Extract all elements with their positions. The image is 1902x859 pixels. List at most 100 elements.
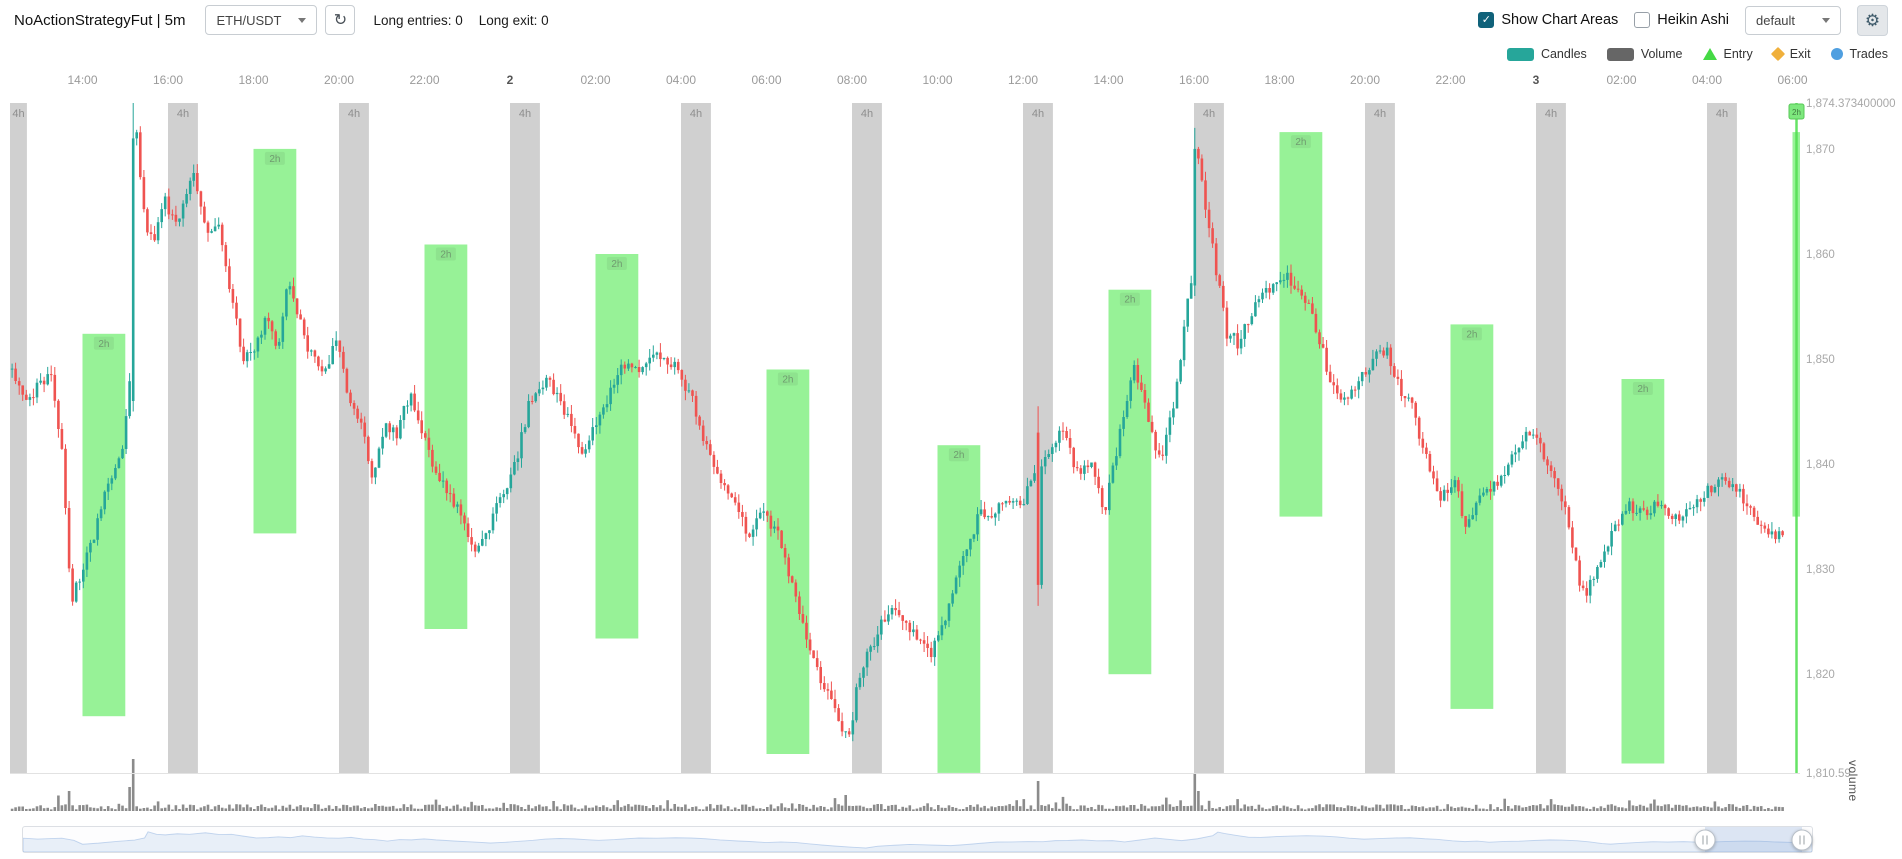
- svg-text:2h: 2h: [1124, 295, 1135, 306]
- svg-text:4h: 4h: [1716, 108, 1728, 120]
- svg-text:1,870: 1,870: [1806, 144, 1835, 156]
- svg-text:2h: 2h: [98, 339, 109, 350]
- volume-axis-label: volume: [1846, 760, 1860, 802]
- svg-text:04:00: 04:00: [666, 73, 696, 87]
- svg-text:2h: 2h: [440, 250, 451, 261]
- show-chart-areas-toggle[interactable]: ✓ Show Chart Areas: [1478, 12, 1618, 28]
- trades-circle-icon: [1830, 48, 1843, 60]
- svg-text:1,840: 1,840: [1806, 459, 1835, 471]
- svg-text:22:00: 22:00: [409, 73, 439, 87]
- svg-text:06:00: 06:00: [1777, 73, 1807, 87]
- svg-text:4h: 4h: [348, 108, 360, 120]
- svg-text:1,830: 1,830: [1806, 564, 1835, 576]
- gear-icon: ⚙: [1864, 10, 1881, 30]
- chart-legend: Candles Volume Entry Exit Trades: [0, 40, 1902, 68]
- svg-text:2h: 2h: [1792, 108, 1801, 117]
- zoom-handle-left[interactable]: [1694, 829, 1716, 850]
- entry-triangle-icon: [1702, 48, 1717, 60]
- svg-text:2h: 2h: [1295, 137, 1306, 148]
- svg-text:2: 2: [507, 73, 514, 87]
- topbar-right-controls: ✓ Show Chart Areas Heikin Ashi default ⚙: [1478, 4, 1892, 36]
- candles-swatch-icon: [1506, 47, 1534, 61]
- pair-select-value: ETH/USDT: [216, 12, 282, 28]
- svg-text:22:00: 22:00: [1435, 73, 1465, 87]
- svg-text:06:00: 06:00: [751, 73, 781, 87]
- svg-text:4h: 4h: [519, 108, 531, 120]
- show-chart-areas-label: Show Chart Areas: [1501, 12, 1619, 28]
- zoom-slider[interactable]: [22, 826, 1813, 853]
- svg-text:16:00: 16:00: [153, 73, 183, 87]
- settings-button[interactable]: ⚙: [1857, 4, 1888, 36]
- svg-text:20:00: 20:00: [1350, 73, 1380, 87]
- exit-diamond-icon: [1770, 46, 1785, 62]
- legend-label-exit: Exit: [1789, 47, 1811, 61]
- strategy-title: NoActionStrategyFut | 5m: [14, 11, 186, 29]
- refresh-icon: ↻: [333, 12, 348, 29]
- chevron-down-icon: [1822, 17, 1830, 23]
- svg-text:08:00: 08:00: [837, 73, 867, 87]
- svg-text:4h: 4h: [1545, 108, 1557, 120]
- show-chart-areas-checkbox[interactable]: ✓: [1478, 12, 1495, 28]
- svg-text:4h: 4h: [1203, 108, 1215, 120]
- trade-stats: Long entries: 0 Long exit: 0: [373, 13, 548, 28]
- legend-item-trades[interactable]: Trades: [1830, 47, 1888, 61]
- check-icon: ✓: [1481, 13, 1491, 26]
- drag-handle-icon: [1702, 835, 1708, 844]
- chevron-down-icon: [298, 17, 307, 23]
- svg-text:20:00: 20:00: [324, 73, 354, 87]
- svg-text:2h: 2h: [611, 259, 622, 270]
- svg-text:4h: 4h: [861, 108, 873, 120]
- svg-text:16:00: 16:00: [1179, 73, 1209, 87]
- refresh-button[interactable]: ↻: [325, 5, 356, 35]
- legend-item-candles[interactable]: Candles: [1506, 47, 1587, 61]
- plot-config-select[interactable]: default: [1745, 5, 1841, 35]
- chart-area[interactable]: 4h 4h 4h 4h 4h 4h 4h 4h 4h 4h 4h 2h 2h 2h 2h 2h 2h 2h 2h 2h…: [0, 68, 1902, 825]
- pair-select[interactable]: ETH/USDT: [205, 5, 318, 35]
- long-exit-stat: Long exit: 0: [478, 12, 549, 28]
- svg-text:1,820: 1,820: [1806, 669, 1835, 681]
- svg-text:3: 3: [1533, 73, 1540, 87]
- long-entries-stat: Long entries: 0: [373, 12, 463, 28]
- svg-text:4h: 4h: [690, 108, 702, 120]
- svg-text:12:00: 12:00: [1008, 73, 1038, 87]
- svg-text:1,874.373400000: 1,874.373400000: [1806, 98, 1896, 110]
- svg-text:1,810.59: 1,810.59: [1806, 768, 1851, 780]
- svg-text:18:00: 18:00: [238, 73, 268, 87]
- heikin-ashi-toggle[interactable]: Heikin Ashi: [1634, 12, 1729, 28]
- svg-text:4h: 4h: [177, 108, 189, 120]
- topbar: NoActionStrategyFut | 5m ETH/USDT ↻ Long…: [0, 0, 1902, 40]
- zoom-window[interactable]: [1705, 827, 1802, 852]
- svg-text:04:00: 04:00: [1692, 73, 1722, 87]
- zoom-handle-right[interactable]: [1791, 829, 1813, 850]
- svg-text:2h: 2h: [782, 375, 793, 386]
- volume-swatch-icon: [1606, 47, 1634, 61]
- svg-text:02:00: 02:00: [580, 73, 610, 87]
- svg-text:4h: 4h: [12, 108, 24, 120]
- svg-text:14:00: 14:00: [67, 73, 97, 87]
- svg-text:02:00: 02:00: [1606, 73, 1636, 87]
- svg-text:4h: 4h: [1374, 108, 1386, 120]
- heikin-ashi-label: Heikin Ashi: [1657, 12, 1729, 28]
- legend-label-volume: Volume: [1640, 47, 1683, 61]
- legend-label-trades: Trades: [1849, 47, 1888, 61]
- plot-config-value: default: [1756, 12, 1796, 28]
- legend-item-exit[interactable]: Exit: [1770, 46, 1811, 62]
- zoom-slider-preview: [23, 831, 1812, 852]
- svg-text:2h: 2h: [269, 154, 280, 165]
- legend-item-volume[interactable]: Volume: [1606, 47, 1683, 61]
- svg-text:18:00: 18:00: [1264, 73, 1294, 87]
- svg-text:4h: 4h: [1032, 108, 1044, 120]
- svg-text:1,850: 1,850: [1806, 354, 1835, 366]
- svg-text:10:00: 10:00: [922, 73, 952, 87]
- heikin-ashi-checkbox[interactable]: [1634, 12, 1651, 28]
- price-chart-canvas[interactable]: 4h 4h 4h 4h 4h 4h 4h 4h 4h 4h 4h 2h 2h 2h 2h 2h 2h 2h 2h 2h…: [0, 68, 1902, 825]
- legend-label-candles: Candles: [1540, 47, 1587, 61]
- svg-text:2h: 2h: [953, 450, 964, 461]
- svg-text:2h: 2h: [1466, 329, 1477, 340]
- drag-handle-icon: [1799, 835, 1805, 844]
- legend-label-entry: Entry: [1723, 47, 1753, 61]
- svg-text:14:00: 14:00: [1093, 73, 1123, 87]
- legend-item-entry[interactable]: Entry: [1702, 47, 1753, 61]
- svg-text:1,860: 1,860: [1806, 249, 1835, 261]
